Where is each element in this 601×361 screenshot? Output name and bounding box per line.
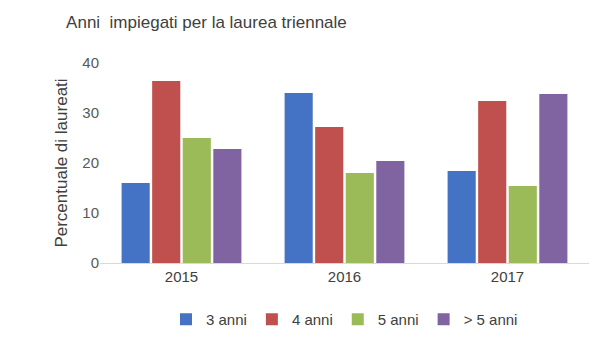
svg-text:4 anni: 4 anni: [292, 311, 333, 328]
svg-text:5 anni: 5 anni: [378, 311, 419, 328]
svg-text:10: 10: [82, 204, 99, 221]
svg-text:20: 20: [82, 154, 99, 171]
svg-text:2015: 2015: [165, 268, 198, 285]
svg-text:2017: 2017: [491, 268, 524, 285]
svg-text:2016: 2016: [328, 268, 361, 285]
svg-text:Percentuale di laureati: Percentuale di laureati: [52, 78, 71, 247]
svg-text:3 anni: 3 anni: [206, 311, 247, 328]
svg-text:Anni impiegati per la laurea: Anni impiegati per la laurea triennale: [66, 13, 347, 32]
svg-text:30: 30: [82, 104, 99, 121]
svg-text:> 5 anni: > 5 anni: [464, 311, 518, 328]
svg-text:0: 0: [91, 254, 99, 271]
svg-text:40: 40: [82, 54, 99, 71]
